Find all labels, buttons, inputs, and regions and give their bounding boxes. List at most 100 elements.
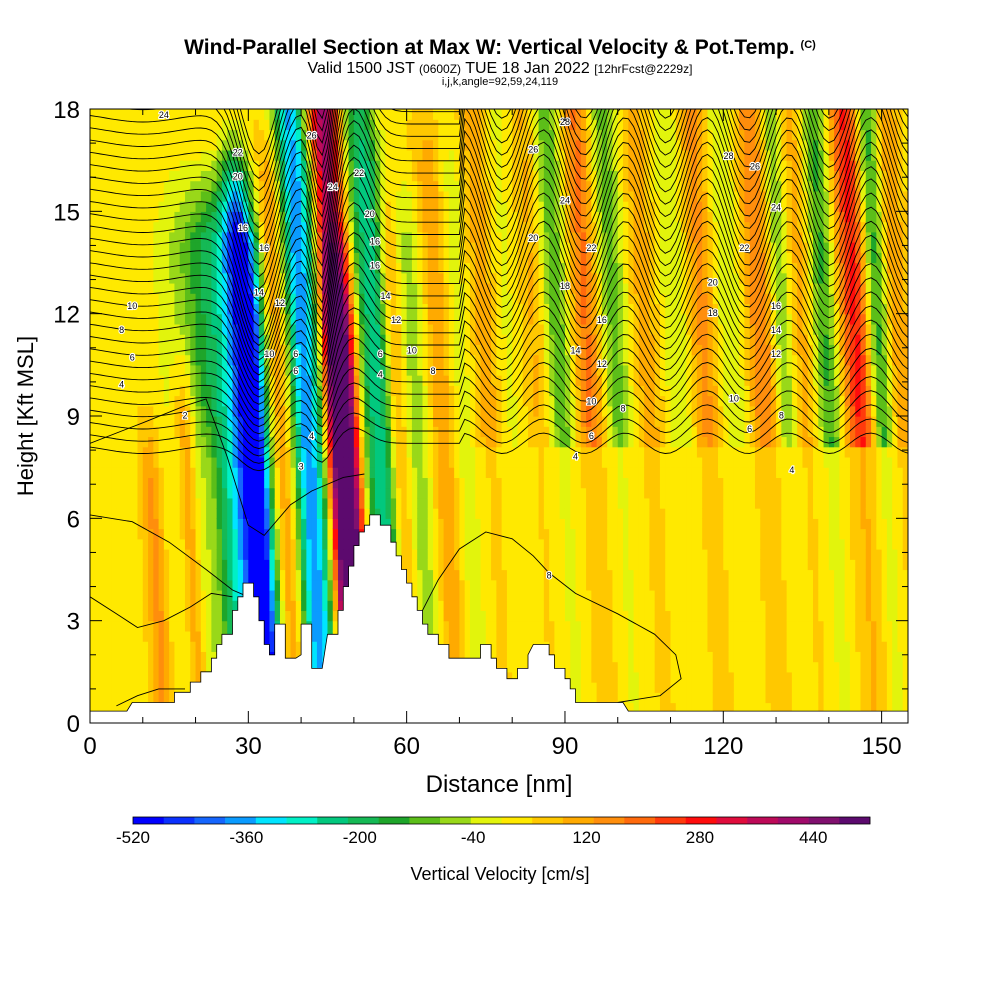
isentrope-line — [124, 109, 908, 216]
x-axis-label: Distance [nm] — [426, 771, 573, 798]
contour-label: 24 — [159, 110, 169, 120]
colorbar-swatch — [409, 817, 441, 824]
contour-label: 20 — [365, 209, 375, 219]
potential-temperature-contours — [90, 109, 908, 707]
contour-label: 12 — [391, 315, 401, 325]
colorbar-swatch — [286, 817, 318, 824]
contour-label: 20 — [708, 277, 718, 287]
contour-label: 28 — [560, 117, 570, 127]
isentrope-line — [90, 232, 908, 376]
isentrope-line — [416, 531, 682, 703]
contour-label: 24 — [560, 195, 570, 205]
contour-label: 10 — [729, 393, 739, 403]
x-tick-label: 120 — [703, 733, 743, 760]
contour-label: 14 — [254, 288, 264, 298]
isentrope-line — [90, 382, 908, 450]
contour-label: 16 — [259, 243, 269, 253]
contour-label: 6 — [130, 352, 135, 362]
y-tick-label: 18 — [53, 97, 80, 124]
contour-label: 20 — [233, 172, 243, 182]
isentrope-line — [90, 201, 908, 361]
colorbar-swatch — [532, 817, 564, 824]
contour-label: 4 — [119, 380, 124, 390]
contour-label: 18 — [560, 281, 570, 291]
isentrope-line — [90, 109, 908, 229]
isentrope-line — [90, 352, 908, 435]
isentrope-line — [90, 398, 365, 536]
contour-label: 8 — [119, 325, 124, 335]
contour-label: 22 — [586, 243, 596, 253]
isentrope-line — [90, 367, 908, 442]
isentrope-line — [116, 688, 185, 707]
colorbar-swatch — [501, 817, 533, 824]
isentrope-line — [90, 292, 908, 405]
colorbar-label: Vertical Velocity [cm/s] — [410, 864, 589, 884]
contour-label: 22 — [233, 148, 243, 158]
contour-label: 2 — [182, 410, 187, 420]
colorbar-swatch — [317, 817, 349, 824]
contour-label: 24 — [771, 202, 781, 212]
isentrope-line — [90, 109, 908, 241]
colorbar-swatch — [593, 817, 625, 824]
colorbar-swatch — [378, 817, 410, 824]
isentrope-line — [90, 592, 233, 628]
isentrope-line — [90, 144, 908, 327]
chart-subtitle-indices: i,j,k,angle=92,59,24,119 — [441, 76, 559, 88]
x-tick-label: 0 — [83, 733, 96, 760]
contour-label: 28 — [724, 151, 734, 161]
x-tick-label: 90 — [552, 733, 579, 760]
colorbar-tick-label: -360 — [229, 828, 263, 847]
title-mark: (C) — [800, 39, 816, 51]
contour-label: 14 — [571, 346, 581, 356]
contour-label: 20 — [528, 233, 538, 243]
contour-label: 3 — [299, 462, 304, 472]
colorbar-swatch — [655, 817, 687, 824]
colorbar-swatch — [747, 817, 779, 824]
colorbar-tick-label: -520 — [116, 828, 150, 847]
contour-label: 18 — [708, 308, 718, 318]
contour-label: 6 — [589, 431, 594, 441]
colorbar-swatch — [808, 817, 840, 824]
colorbar-swatch — [163, 817, 195, 824]
isentrope-line — [90, 277, 908, 398]
isentrope-line — [90, 186, 908, 354]
isentrope-line — [90, 109, 908, 253]
contour-label: 6 — [747, 424, 752, 434]
colorbar: -520 -360 -200 -40 120 280 440 — [116, 816, 871, 847]
contour-label: 4 — [309, 431, 314, 441]
colorbar-tick-label: 120 — [572, 828, 600, 847]
isentrope-line — [90, 171, 908, 346]
isentrope-line — [90, 412, 908, 464]
contour-label: 10 — [407, 346, 417, 356]
contour-label: 4 — [573, 451, 578, 461]
contour-label: 8 — [547, 571, 552, 581]
colorbar-swatch — [716, 817, 748, 824]
isentrope-line — [90, 514, 249, 598]
y-tick-label: 15 — [53, 199, 80, 226]
contour-label: 8 — [431, 366, 436, 376]
contour-label: 26 — [750, 161, 760, 171]
isentrope-line — [90, 307, 908, 413]
colorbar-swatch — [440, 817, 472, 824]
isentrope-line — [228, 109, 908, 192]
contour-label: 6 — [293, 349, 298, 359]
contour-label: 16 — [771, 301, 781, 311]
contour-label: 8 — [779, 410, 784, 420]
contour-label: 16 — [370, 236, 380, 246]
colorbar-swatch — [777, 817, 809, 824]
y-tick-label: 3 — [67, 609, 80, 636]
contour-label: 14 — [381, 291, 391, 301]
y-tick-label: 9 — [67, 404, 80, 431]
y-tick-label: 0 — [67, 711, 80, 738]
isentrope-line — [90, 247, 908, 383]
isentrope-line — [90, 322, 908, 420]
isentrope-line — [90, 217, 908, 369]
contour-label: 22 — [354, 168, 364, 178]
y-tick-label: 6 — [67, 506, 80, 533]
contour-label: 4 — [378, 369, 383, 379]
colorbar-swatch — [562, 817, 594, 824]
contour-label: 10 — [586, 397, 596, 407]
chart-title: Wind-Parallel Section at Max W: Vertical… — [184, 36, 816, 59]
isentrope-line — [90, 120, 908, 302]
